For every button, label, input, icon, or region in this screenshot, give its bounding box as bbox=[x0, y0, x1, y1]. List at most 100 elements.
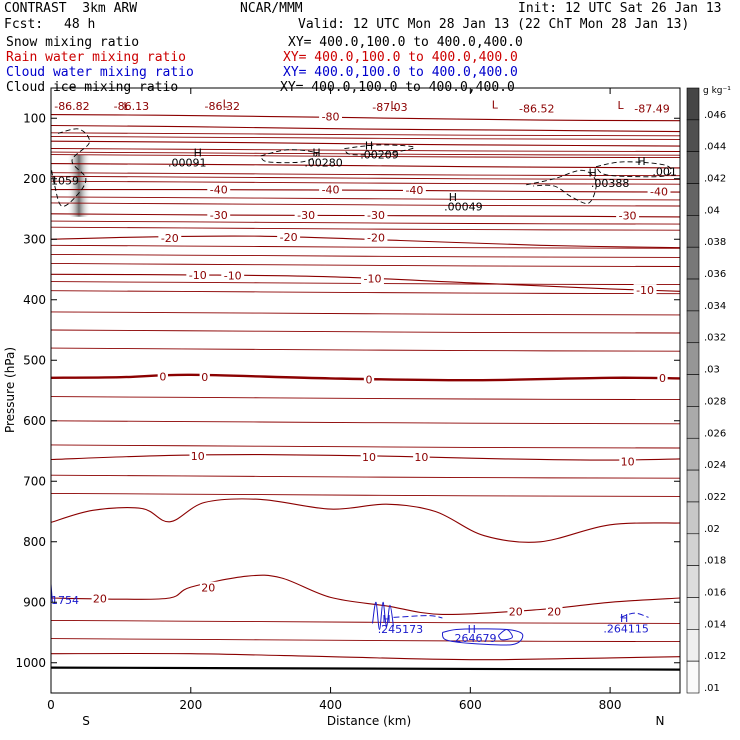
y-tick-label: 800 bbox=[23, 535, 46, 549]
cloud-ice-value: .00280 bbox=[304, 156, 343, 169]
colorbar-tick-label: .032 bbox=[704, 333, 726, 344]
extremum-marker: L bbox=[223, 98, 230, 111]
y-tick-label: 900 bbox=[23, 595, 46, 609]
cloud-water-value: 1754 bbox=[51, 594, 79, 607]
ground-surface bbox=[51, 668, 680, 670]
colorbar-segment bbox=[687, 661, 699, 693]
cloud-water-value: .264115 bbox=[603, 622, 649, 635]
x-tick-label: 800 bbox=[599, 698, 622, 712]
extremum-marker: H bbox=[637, 155, 645, 168]
colorbar-tick-label: .012 bbox=[704, 651, 726, 662]
temperature-contour-minor-5 bbox=[51, 173, 680, 176]
y-tick-label: 700 bbox=[23, 474, 46, 488]
cloud-ice-value: 1059 bbox=[51, 175, 79, 188]
extremum-marker: L bbox=[123, 100, 130, 113]
y-tick-label: 100 bbox=[23, 111, 46, 125]
temperature-contour-minor-10 bbox=[51, 221, 680, 224]
x-tick-label: 0 bbox=[47, 698, 55, 712]
temperature-label: 0 bbox=[201, 371, 208, 384]
temperature-label: 20 bbox=[509, 605, 523, 618]
temperature-label: -40 bbox=[405, 184, 423, 197]
extremum-marker: L bbox=[390, 99, 397, 112]
temperature-label: -87.49 bbox=[634, 103, 669, 116]
temperature-label: -10 bbox=[224, 270, 242, 283]
temperature-contour-minor-8 bbox=[51, 197, 680, 200]
temperature-label: -10 bbox=[189, 269, 207, 282]
cloud-ice-value: .00388 bbox=[591, 177, 630, 190]
y-tick-label: 1000 bbox=[15, 656, 46, 670]
temperature-contour-minor-22 bbox=[51, 445, 680, 448]
colorbar-segment bbox=[687, 502, 699, 534]
temperature-contour-minor-26 bbox=[51, 639, 680, 642]
temperature-label: -40 bbox=[322, 184, 340, 197]
x-tick-label: 600 bbox=[459, 698, 482, 712]
colorbar-tick-label: .038 bbox=[704, 237, 726, 248]
temperature-label: -20 bbox=[280, 231, 298, 244]
colorbar-segment bbox=[687, 88, 699, 120]
colorbar-tick-label: .018 bbox=[704, 556, 726, 567]
temperature-label: 20 bbox=[547, 605, 561, 618]
temperature-contour-minor-13 bbox=[51, 254, 680, 257]
colorbar-segment bbox=[687, 247, 699, 279]
temperature-contour-0 bbox=[51, 115, 680, 121]
colorbar-segment bbox=[687, 311, 699, 343]
y-tick-label: 300 bbox=[23, 232, 46, 246]
temperature-contour-3 bbox=[51, 164, 680, 168]
temperature-label: 10 bbox=[621, 455, 635, 468]
colorbar-tick-label: .022 bbox=[704, 492, 726, 503]
temperature-label: -30 bbox=[210, 209, 228, 222]
temperature-contour-minor-6 bbox=[51, 176, 680, 179]
colorbar-unit: g kg⁻¹ bbox=[703, 86, 731, 96]
extremum-marker: L bbox=[618, 99, 625, 112]
temperature-label: 0 bbox=[159, 371, 166, 384]
temperature-label: -86.82 bbox=[54, 100, 89, 113]
temperature-label: -10 bbox=[364, 273, 382, 286]
colorbar-segment bbox=[687, 597, 699, 629]
temperature-contour-minor-18 bbox=[51, 330, 680, 333]
temperature-contour-1 bbox=[51, 126, 680, 132]
cloud-water-value: .264679 bbox=[451, 632, 497, 645]
y-tick-label: 500 bbox=[23, 353, 46, 367]
colorbar-tick-label: .02 bbox=[704, 524, 720, 535]
temperature-label: -20 bbox=[367, 231, 385, 244]
colorbar-segment bbox=[687, 184, 699, 216]
temperature-label: -80 bbox=[322, 110, 340, 123]
colorbar-segment bbox=[687, 470, 699, 502]
endpoint-right: N bbox=[656, 714, 665, 728]
temperature-label: 10 bbox=[191, 450, 205, 463]
endpoint-left: S bbox=[82, 714, 90, 728]
colorbar-tick-label: .024 bbox=[704, 460, 726, 471]
extremum-marker: L bbox=[492, 98, 499, 111]
temperature-label: -10 bbox=[636, 284, 654, 297]
temperature-label: -40 bbox=[210, 184, 228, 197]
cloud-water-contour-3 bbox=[498, 629, 512, 639]
temperature-label: 20 bbox=[93, 593, 107, 606]
temperature-contour-minor-7 bbox=[51, 181, 680, 184]
colorbar-tick-label: .046 bbox=[704, 110, 726, 121]
colorbar-tick-label: .036 bbox=[704, 269, 726, 280]
temperature-label: -86.52 bbox=[519, 103, 554, 116]
temperature-label: -40 bbox=[650, 185, 668, 198]
colorbar-segment bbox=[687, 438, 699, 470]
temperature-label: -86.13 bbox=[114, 100, 149, 113]
temperature-contour-minor-20 bbox=[51, 397, 680, 400]
temperature-contour-10 bbox=[51, 499, 680, 542]
colorbar-segment bbox=[687, 343, 699, 375]
colorbar-segment bbox=[687, 375, 699, 407]
x-axis-label: Distance (km) bbox=[327, 714, 411, 728]
temperature-label: 0 bbox=[659, 372, 666, 385]
temperature-label: 10 bbox=[362, 451, 376, 464]
temperature-contour-12 bbox=[51, 653, 680, 659]
temperature-contour-4 bbox=[51, 190, 680, 193]
temperature-contour-minor-9 bbox=[51, 203, 680, 206]
x-tick-label: 200 bbox=[179, 698, 202, 712]
temperature-contour-minor-0 bbox=[51, 133, 680, 136]
temperature-label: -30 bbox=[367, 209, 385, 222]
temperature-contour-minor-23 bbox=[51, 475, 680, 478]
colorbar-tick-label: .028 bbox=[704, 396, 726, 407]
temperature-contour-minor-11 bbox=[51, 227, 680, 230]
cloud-ice-value: .00049 bbox=[444, 201, 483, 214]
colorbar-tick-label: .01 bbox=[704, 683, 720, 694]
y-tick-label: 400 bbox=[23, 293, 46, 307]
